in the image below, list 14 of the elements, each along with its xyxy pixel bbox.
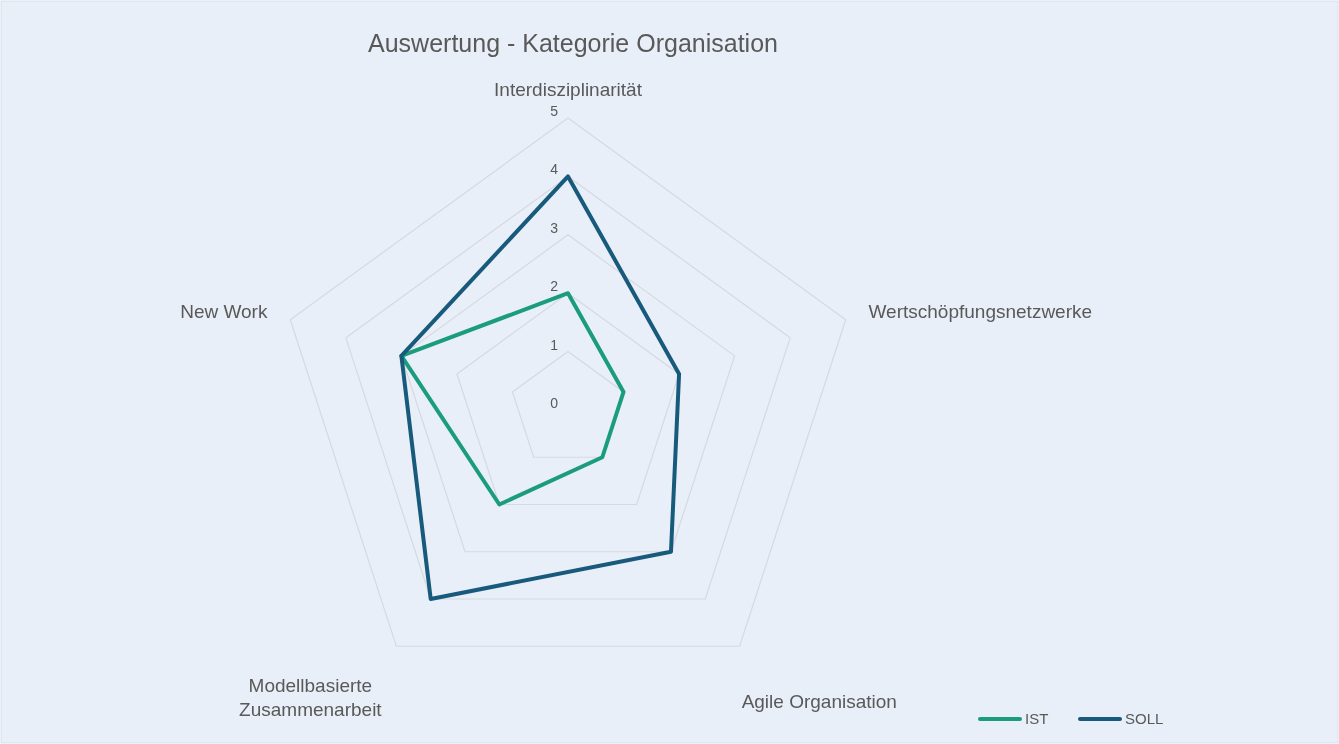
spoke-label: Interdisziplinarität xyxy=(494,79,643,100)
y-tick-label: 0 xyxy=(550,395,559,411)
legend-label: SOLL xyxy=(1125,710,1164,727)
y-tick-label: 5 xyxy=(550,103,559,119)
y-tick-label: 4 xyxy=(550,161,559,178)
spoke-label: Wertschöpfungsnetzwerke xyxy=(868,301,1093,323)
y-tick-label: 1 xyxy=(550,336,559,353)
y-tick-label: 3 xyxy=(550,219,559,236)
y-tick-label: 2 xyxy=(550,278,559,295)
spoke-label: Modellbasierte Zusammenarbeit xyxy=(239,675,383,721)
spoke-label: New Work xyxy=(180,301,268,323)
chart-title: Auswertung - Kategorie Organisation xyxy=(368,29,778,57)
legend-label: IST xyxy=(1025,710,1049,727)
spoke-label: Agile Organisation xyxy=(741,691,897,713)
